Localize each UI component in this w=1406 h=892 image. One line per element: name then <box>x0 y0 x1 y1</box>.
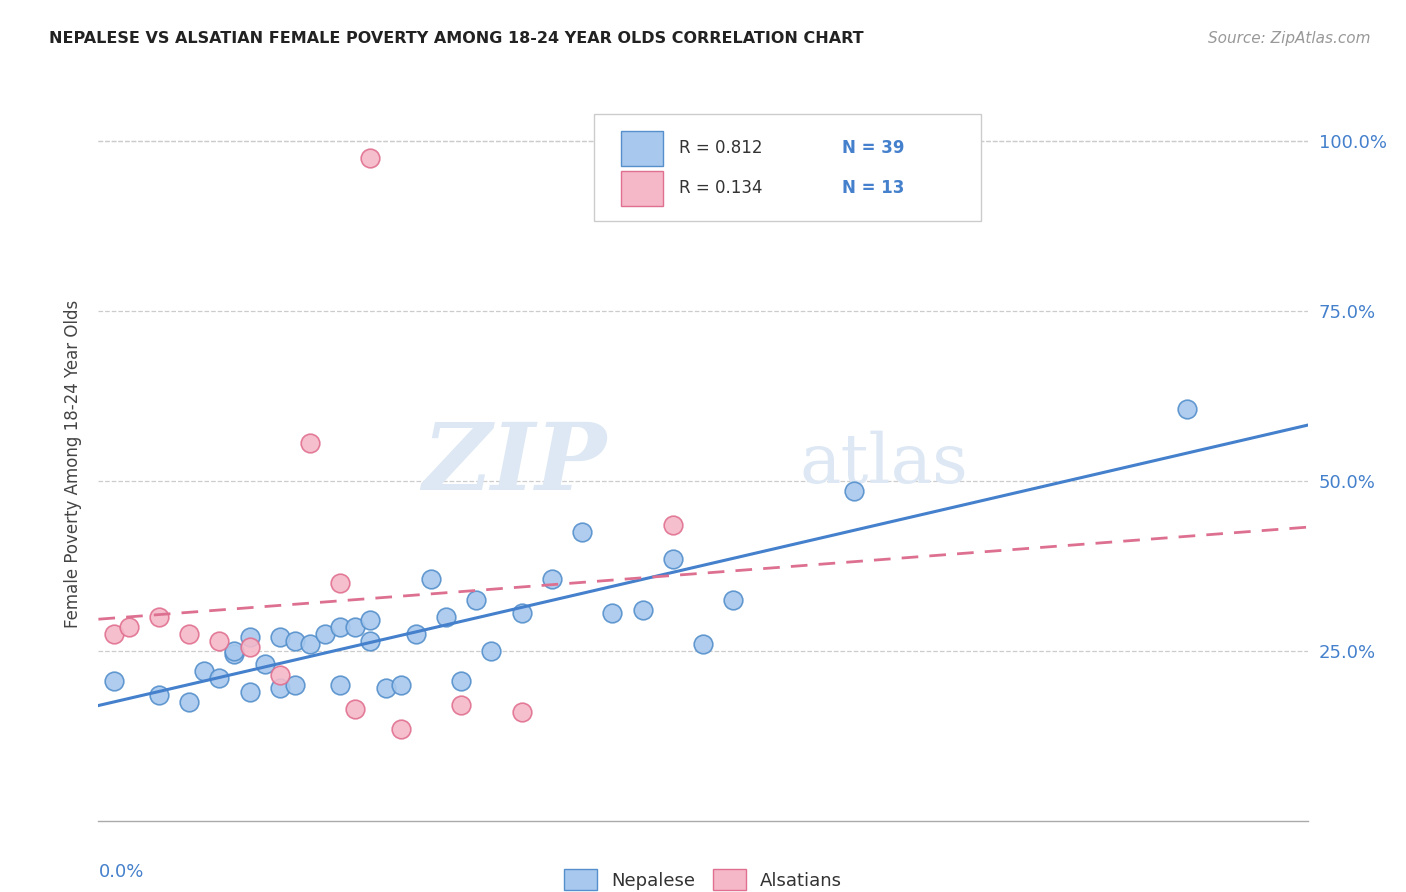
Text: 0.0%: 0.0% <box>98 863 143 881</box>
Point <box>239 640 262 655</box>
Point <box>389 678 412 692</box>
Point <box>179 695 201 709</box>
Point <box>661 552 683 566</box>
Y-axis label: Female Poverty Among 18-24 Year Olds: Female Poverty Among 18-24 Year Olds <box>63 300 82 628</box>
Point <box>419 573 441 587</box>
Point <box>1175 402 1198 417</box>
Point <box>224 647 246 661</box>
Point <box>179 626 201 640</box>
Point <box>465 592 488 607</box>
Point <box>359 633 381 648</box>
Point <box>269 681 291 695</box>
Point <box>479 644 503 658</box>
Point <box>329 620 352 634</box>
Point <box>314 626 336 640</box>
Point <box>602 607 624 621</box>
Point <box>224 644 246 658</box>
Point <box>631 603 654 617</box>
Bar <box>621 171 664 205</box>
FancyBboxPatch shape <box>595 114 981 221</box>
Point <box>359 151 381 165</box>
Point <box>269 667 291 681</box>
Point <box>450 674 472 689</box>
Point <box>239 630 262 644</box>
Text: N = 39: N = 39 <box>842 139 904 157</box>
Point <box>148 688 170 702</box>
Point <box>208 671 231 685</box>
Text: ZIP: ZIP <box>422 419 606 508</box>
Text: R = 0.134: R = 0.134 <box>679 179 762 197</box>
Text: atlas: atlas <box>800 431 969 497</box>
Point <box>344 701 367 715</box>
Text: Source: ZipAtlas.com: Source: ZipAtlas.com <box>1208 31 1371 46</box>
Point <box>208 633 231 648</box>
Point <box>299 637 322 651</box>
Point <box>103 674 125 689</box>
Point <box>148 609 170 624</box>
Point <box>692 637 714 651</box>
Point <box>723 592 745 607</box>
Point <box>284 678 307 692</box>
Point <box>434 609 457 624</box>
Point <box>329 678 352 692</box>
Point <box>118 620 141 634</box>
Point <box>374 681 396 695</box>
Point <box>510 705 533 719</box>
Point <box>344 620 367 634</box>
Legend: Nepalese, Alsatians: Nepalese, Alsatians <box>557 862 849 892</box>
Point <box>193 664 215 678</box>
Point <box>389 722 412 736</box>
Bar <box>621 131 664 166</box>
Point <box>239 684 262 698</box>
Point <box>359 613 381 627</box>
Point <box>329 575 352 590</box>
Text: R = 0.812: R = 0.812 <box>679 139 762 157</box>
Point <box>661 518 683 533</box>
Point <box>405 626 427 640</box>
Point <box>284 633 307 648</box>
Point <box>253 657 276 672</box>
Point <box>510 607 533 621</box>
Point <box>450 698 472 712</box>
Point <box>571 524 593 539</box>
Text: NEPALESE VS ALSATIAN FEMALE POVERTY AMONG 18-24 YEAR OLDS CORRELATION CHART: NEPALESE VS ALSATIAN FEMALE POVERTY AMON… <box>49 31 863 46</box>
Point <box>299 436 322 450</box>
Point <box>103 626 125 640</box>
Point <box>269 630 291 644</box>
Text: N = 13: N = 13 <box>842 179 904 197</box>
Point <box>540 573 562 587</box>
Point <box>844 483 866 498</box>
